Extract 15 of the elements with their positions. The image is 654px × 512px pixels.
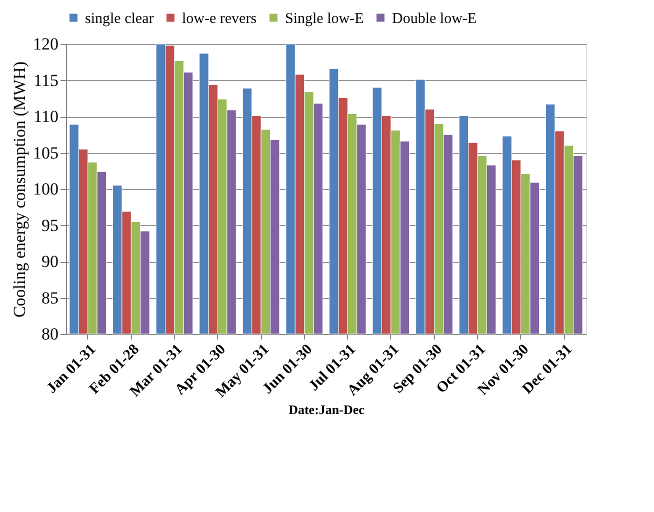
legend-label: Single low-E (285, 10, 364, 27)
y-tick-label: 115 (34, 70, 58, 90)
y-tick-label: 80 (42, 324, 58, 344)
y-tick-label: 100 (33, 180, 58, 198)
legend-label: Double low-E (392, 10, 477, 27)
legend-label: low-e revers (182, 10, 257, 27)
y-tick-label: 85 (42, 288, 58, 308)
x-axis-title: Date:Jan-Dec (288, 402, 365, 418)
y-tick-label: 110 (34, 107, 58, 126)
y-tick-label: 95 (42, 216, 58, 235)
y-axis-title: Cooling energy consumption (MWH) (10, 61, 29, 318)
y-tick-label: 105 (33, 143, 58, 162)
legend-label: single clear (85, 10, 154, 27)
y-tick-label: 90 (42, 252, 58, 271)
y-tick-label: 120 (33, 34, 58, 54)
